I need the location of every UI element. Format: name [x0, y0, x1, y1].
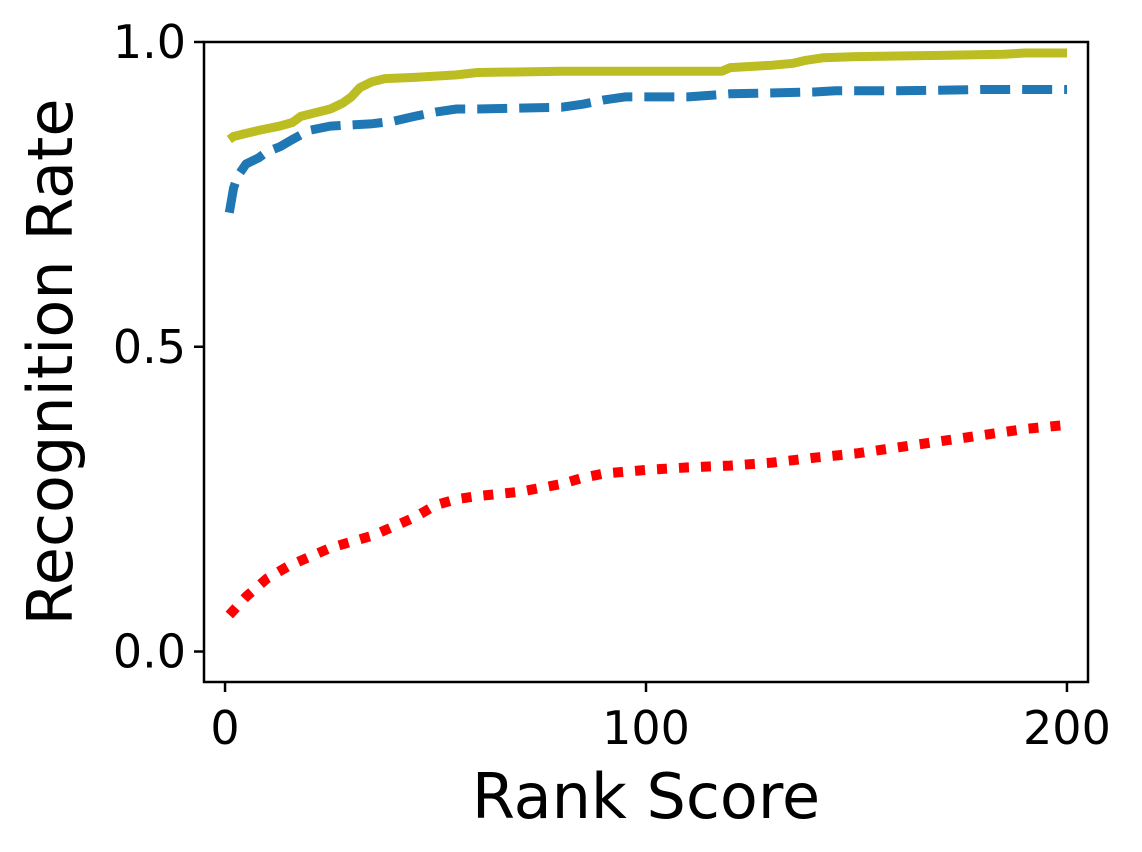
- series-layer: [224, 48, 1068, 619]
- x-tick-label: 100: [602, 701, 690, 755]
- y-axis-label: Recognition Rate: [14, 99, 87, 626]
- tick-layer: 0 100 200 0.0 0.5 1.0: [113, 15, 1111, 755]
- series-line-1-solid: [226, 48, 1067, 144]
- y-tick-label: 0.0: [113, 625, 186, 679]
- series-line-2-dashed: [224, 85, 1067, 214]
- plot-frame: [202, 40, 1090, 684]
- x-tick-label: 200: [1023, 701, 1111, 755]
- y-tick-label: 0.5: [113, 320, 186, 374]
- x-axis-label: Rank Score: [472, 760, 820, 833]
- x-tick-label: 0: [210, 701, 239, 755]
- series-line-3-dotted: [225, 419, 1068, 619]
- y-tick-label: 1.0: [113, 15, 186, 69]
